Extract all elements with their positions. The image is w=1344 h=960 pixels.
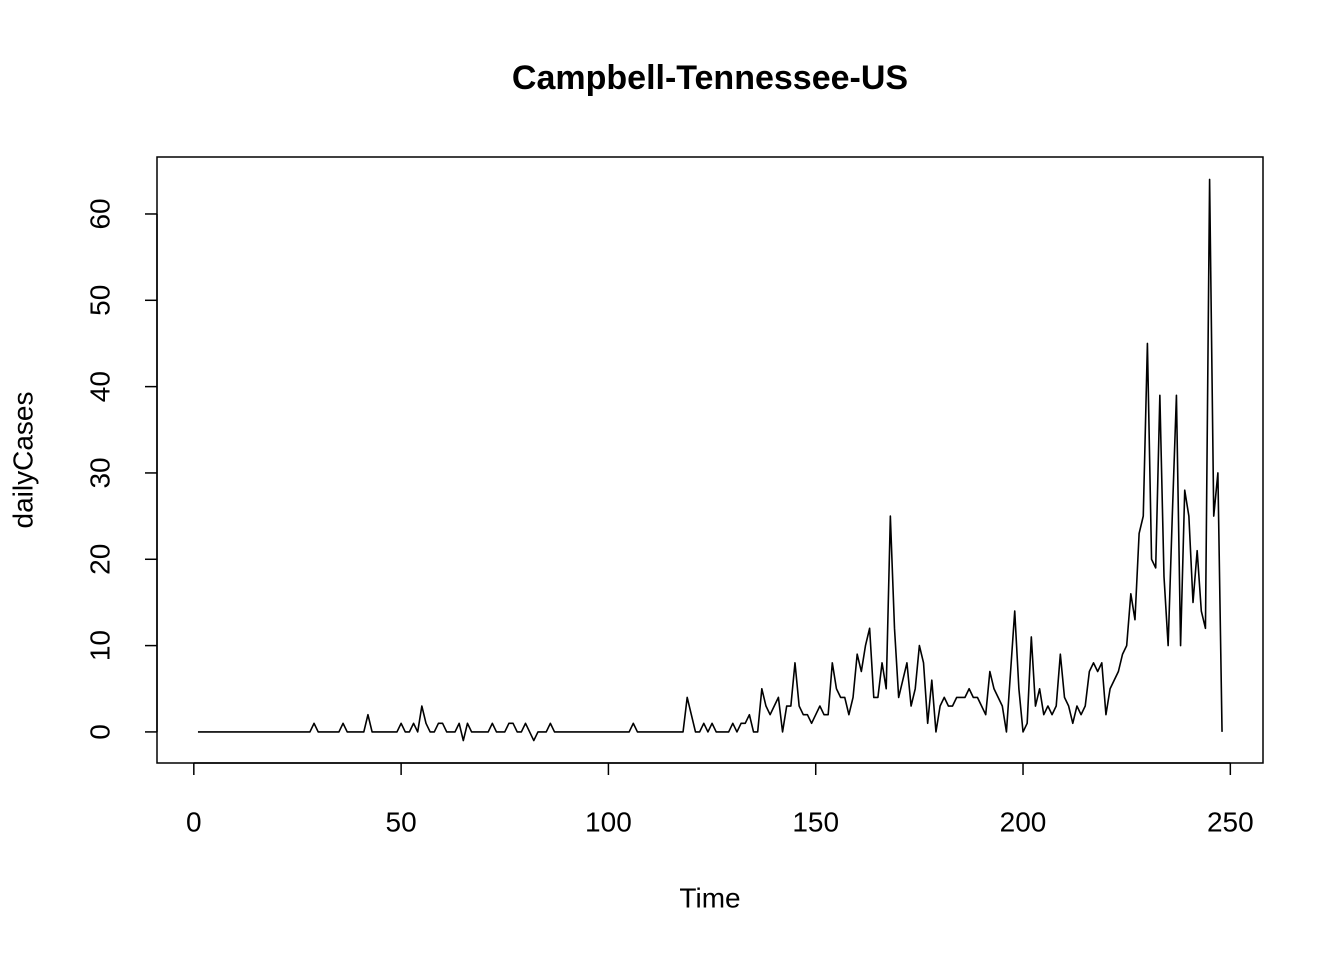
data-line [197, 178, 1223, 742]
x-tick-label: 250 [1207, 806, 1254, 837]
x-axis-label: Time [679, 882, 740, 913]
x-tick-label: 0 [186, 806, 202, 837]
y-tick-label: 20 [84, 544, 115, 575]
y-tick-label: 50 [84, 285, 115, 316]
y-axis-label: dailyCases [7, 392, 38, 529]
y-tick-label: 60 [84, 198, 115, 229]
x-tick-label: 150 [792, 806, 839, 837]
x-tick-label: 50 [386, 806, 417, 837]
plot-frame [156, 156, 1264, 764]
y-tick-label: 0 [84, 724, 115, 740]
y-tick-label: 40 [84, 371, 115, 402]
y-tick-label: 10 [84, 630, 115, 661]
x-tick-label: 200 [1000, 806, 1047, 837]
x-tick-label: 100 [585, 806, 632, 837]
chart-title: Campbell-Tennessee-US [512, 59, 908, 97]
y-tick-label: 30 [84, 457, 115, 488]
